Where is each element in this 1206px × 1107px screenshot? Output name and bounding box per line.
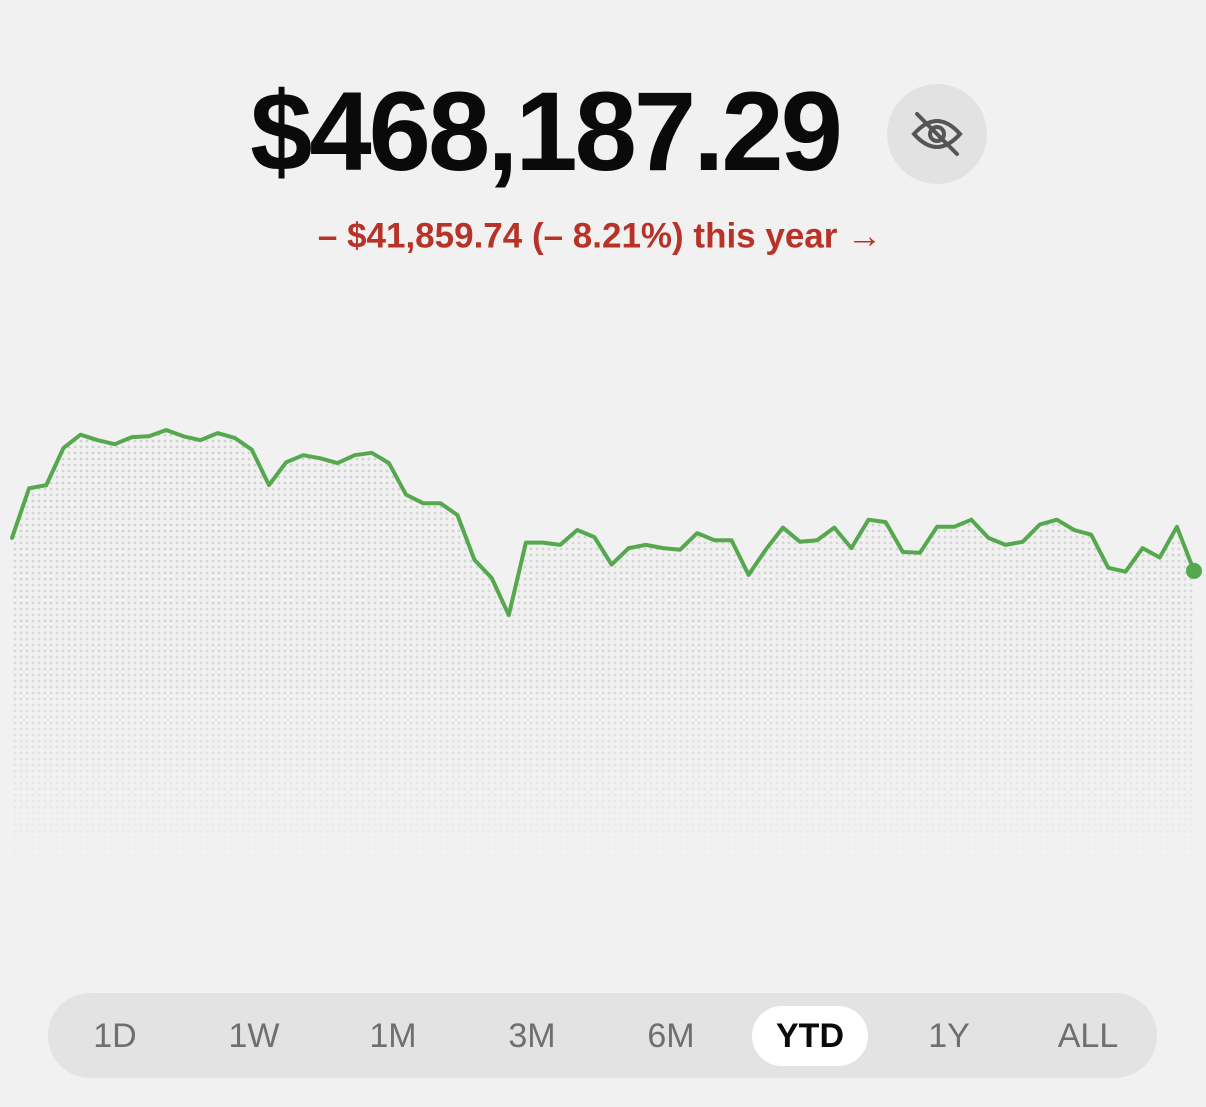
area (12, 430, 1194, 870)
range-tab[interactable]: 3M (508, 1017, 555, 1055)
range-tab[interactable]: 1Y (928, 1017, 970, 1055)
hide-balance-button[interactable] (887, 84, 987, 184)
change-link[interactable]: – $41,859.74 (– 8.21%) this year → (318, 216, 882, 255)
range-tab[interactable]: 1W (229, 1017, 280, 1055)
range-tabs: 1D 1W 1M 3M 6M YTD 1Y ALL (93, 1006, 1118, 1066)
tab-label: 1M (369, 1017, 416, 1055)
eye-slash-icon (911, 112, 963, 156)
tab-label: 3M (508, 1017, 555, 1055)
tab-label: 1W (229, 1017, 280, 1055)
range-tab[interactable]: 6M (647, 1017, 694, 1055)
range-selector (48, 993, 1157, 1078)
tab-label: ALL (1058, 1017, 1119, 1055)
range-tab[interactable]: ALL (1058, 1017, 1119, 1055)
range-tab[interactable]: 1D (93, 1017, 136, 1055)
range-tab[interactable]: YTD (752, 1006, 868, 1066)
tab-label: 6M (647, 1017, 694, 1055)
chart (10, 428, 1202, 870)
tab-label: YTD (776, 1017, 844, 1055)
range-tab[interactable]: 1M (369, 1017, 416, 1055)
tab-label: 1Y (928, 1017, 970, 1055)
line (10, 428, 1196, 617)
selected-pill (752, 1006, 868, 1066)
tab-label: 1D (93, 1017, 136, 1055)
balance: $468,187.29 (250, 69, 840, 194)
current-point (1186, 562, 1202, 579)
